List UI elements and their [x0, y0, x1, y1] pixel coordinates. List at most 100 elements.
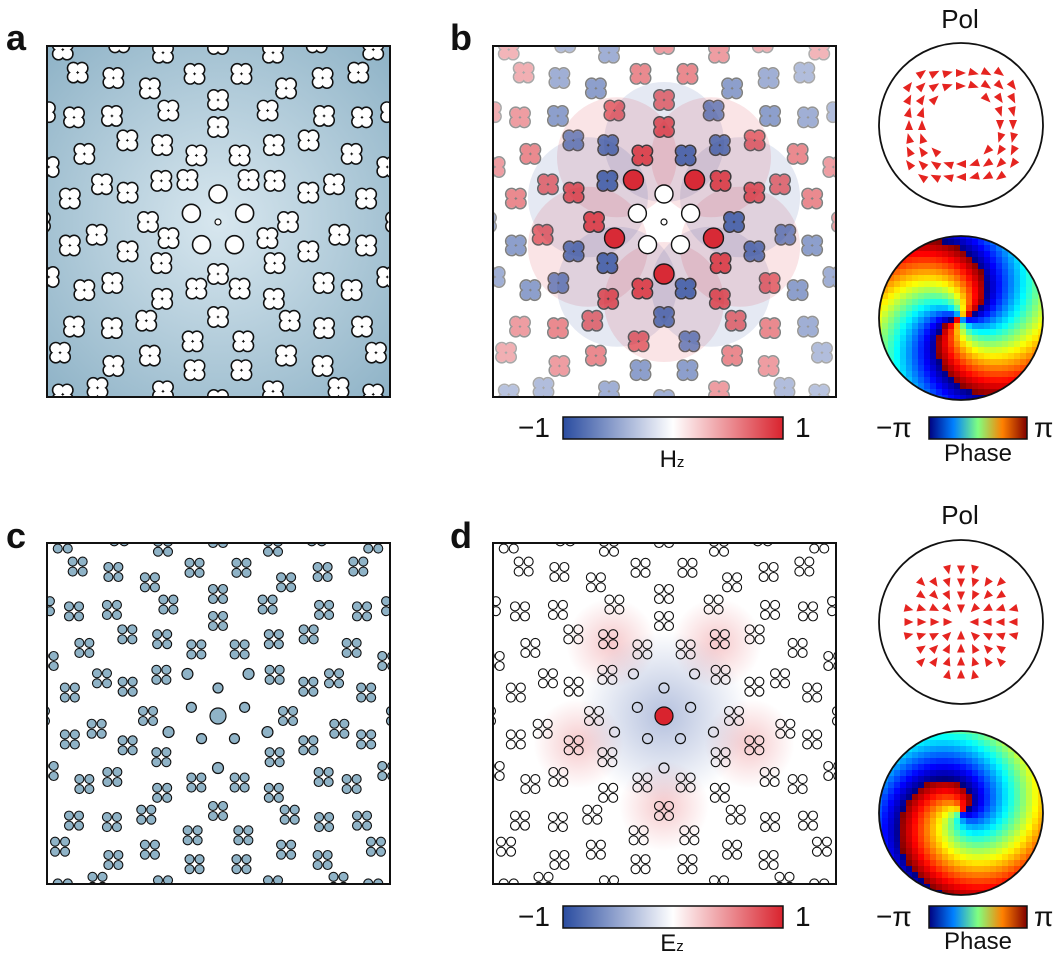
phase-colorbar-bottom-min: −π — [876, 901, 912, 932]
hole — [263, 252, 286, 275]
pol-arrow — [906, 160, 916, 171]
hole — [797, 315, 819, 338]
pol-arrow — [919, 133, 928, 145]
rod-cluster — [87, 871, 108, 883]
rod-cluster — [117, 735, 138, 756]
hole — [743, 181, 766, 204]
pol-arrow — [915, 82, 926, 93]
pol-arrow — [995, 632, 1006, 641]
phase-field — [879, 731, 1043, 895]
rod-cluster — [787, 637, 808, 658]
pol-arrow — [930, 174, 942, 183]
rod-cluster — [563, 624, 584, 645]
pol-arrow — [997, 144, 1007, 156]
hole — [157, 227, 180, 250]
rod-cluster — [101, 812, 122, 833]
rod-cluster — [797, 601, 819, 622]
rod-cluster — [498, 544, 519, 554]
panel-label-b: b — [450, 17, 472, 58]
pol-arrow — [916, 645, 926, 654]
hole — [822, 156, 835, 178]
hole — [757, 67, 780, 89]
rod-cluster — [787, 774, 808, 795]
pol-arrow — [916, 107, 925, 119]
rod-cluster — [186, 772, 207, 793]
rod-cluster — [263, 782, 284, 803]
rod-cluster — [257, 594, 278, 615]
hole — [709, 169, 732, 192]
pol-arrow — [971, 564, 979, 575]
hole — [562, 129, 585, 152]
pol-arrow — [993, 66, 1004, 76]
hole — [137, 211, 159, 233]
rod-cluster — [151, 747, 172, 768]
pol-arrow — [942, 590, 951, 601]
pol-arrow — [993, 79, 1004, 90]
rod-cluster — [505, 729, 526, 750]
pol-arrow — [983, 144, 994, 155]
pol-arrow — [982, 157, 994, 167]
rod-cluster — [598, 782, 619, 803]
rod-cluster — [109, 544, 129, 547]
hole — [509, 315, 531, 338]
hole — [786, 279, 809, 302]
rod-cluster — [725, 804, 746, 825]
hole — [151, 287, 174, 310]
rod — [658, 682, 670, 694]
lattice-a-plot — [48, 47, 389, 396]
field-background — [527, 82, 801, 362]
rod-cluster — [520, 774, 541, 795]
rod-cluster — [276, 839, 297, 860]
hole — [185, 277, 208, 300]
hole — [629, 359, 652, 382]
rod-cluster — [653, 583, 675, 605]
rod-cluster — [598, 875, 620, 883]
hole — [116, 181, 139, 204]
pol-arrow — [996, 657, 1007, 668]
hole — [598, 47, 620, 64]
panel-label-a: a — [6, 17, 27, 58]
rod-cluster — [102, 766, 123, 788]
hole — [653, 263, 675, 285]
hole — [676, 62, 699, 85]
hole — [380, 101, 389, 124]
hole — [758, 272, 781, 294]
hole — [58, 187, 81, 210]
hole — [629, 62, 652, 85]
rod-cluster — [231, 854, 252, 875]
hole — [135, 309, 158, 332]
rod — [261, 725, 274, 739]
hole — [654, 184, 674, 204]
hole — [562, 181, 585, 204]
rod-cluster — [312, 849, 333, 871]
pol-arrow — [971, 590, 980, 601]
ez-colorbar-min: −1 — [518, 901, 550, 932]
hole — [702, 227, 725, 249]
rod-cluster — [628, 825, 649, 846]
rod-cluster — [675, 772, 696, 793]
pol-arrow — [1006, 79, 1016, 90]
hole — [562, 240, 585, 263]
rod-cluster — [365, 836, 387, 857]
hole — [355, 187, 378, 210]
hole — [670, 234, 691, 255]
rod-cluster — [533, 871, 554, 883]
rod-cluster — [677, 854, 698, 875]
phase-map-bottom — [878, 730, 1044, 896]
hole — [313, 104, 336, 127]
rod-cluster — [385, 706, 389, 726]
field-panel-b — [492, 45, 837, 398]
hole — [207, 306, 229, 328]
pol-arrow — [957, 604, 965, 614]
hole — [311, 67, 334, 89]
rod-cluster — [494, 596, 501, 617]
rod — [631, 701, 643, 713]
rod-cluster — [548, 766, 569, 788]
rod-cluster — [794, 556, 815, 577]
pol-arrow — [996, 157, 1007, 168]
rod — [162, 725, 175, 739]
rod-cluster — [823, 760, 835, 782]
hole — [207, 47, 229, 55]
rod-cluster — [710, 664, 731, 685]
pol-arrow — [905, 120, 913, 130]
